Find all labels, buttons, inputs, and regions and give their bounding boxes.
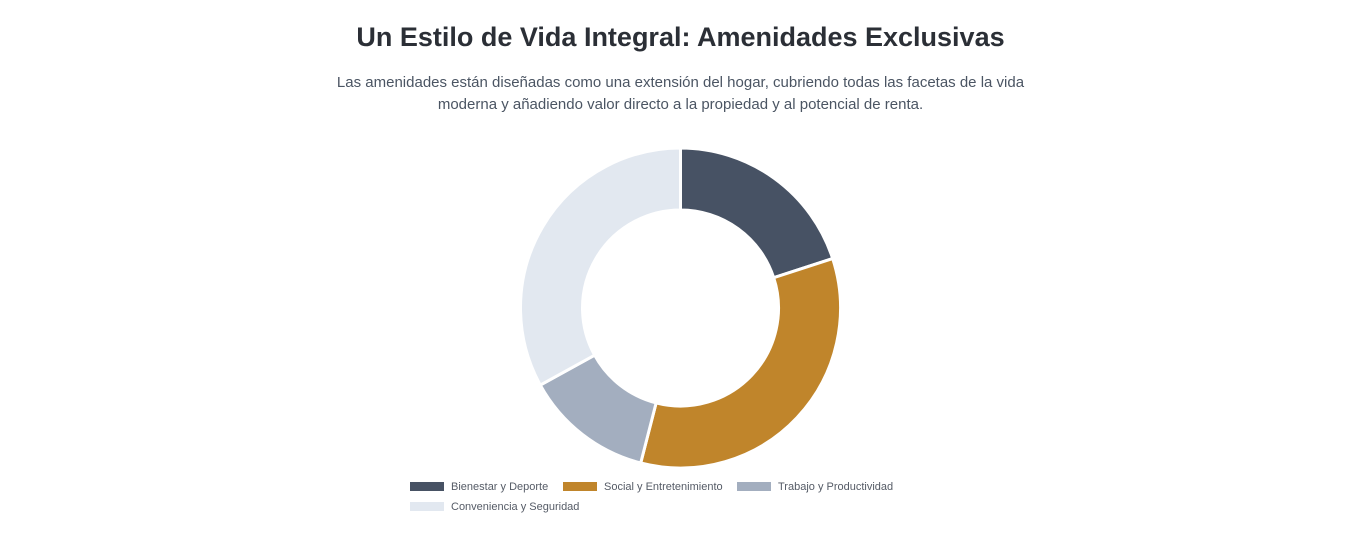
legend-item-conveniencia-y-seguridad[interactable]: Conveniencia y Seguridad [410,501,579,513]
legend-item-social-y-entretenimiento[interactable]: Social y Entretenimiento [563,481,723,493]
slice-conveniencia-y-seguridad[interactable] [519,146,682,388]
legend-item-trabajo-y-productividad[interactable]: Trabajo y Productividad [737,481,893,493]
page-title: Un Estilo de Vida Integral: Amenidades E… [356,22,1005,52]
chart-slices [519,146,842,470]
legend-swatch [563,482,597,491]
page-subtitle: Las amenidades están diseñadas como una … [336,74,1025,113]
legend-label: Trabajo y Productividad [778,481,893,493]
legend-label: Bienestar y Deporte [451,481,548,493]
slice-social-y-entretenimiento[interactable] [638,256,842,470]
chart-legend: Bienestar y Deporte Social y Entretenimie… [410,481,893,513]
legend-label: Conveniencia y Seguridad [451,501,579,513]
legend-swatch [410,502,444,511]
legend-swatch [737,482,771,491]
legend-label: Social y Entretenimiento [604,481,723,493]
legend-swatch [410,482,444,491]
legend-item-bienestar-y-deporte[interactable]: Bienestar y Deporte [410,481,548,493]
slice-bienestar-y-deporte[interactable] [679,146,835,280]
